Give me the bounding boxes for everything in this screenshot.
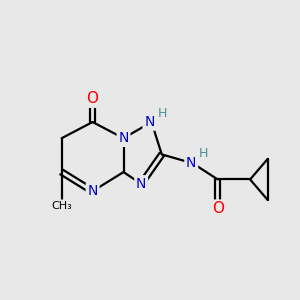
Text: O: O: [212, 201, 224, 216]
Text: O: O: [87, 91, 99, 106]
Text: N: N: [136, 177, 146, 191]
Text: CH₃: CH₃: [51, 201, 72, 211]
Text: H: H: [158, 107, 167, 120]
Text: N: N: [118, 131, 129, 145]
Text: N: N: [87, 184, 98, 198]
Text: N: N: [144, 115, 154, 129]
Text: N: N: [186, 156, 196, 170]
Text: H: H: [198, 147, 208, 160]
